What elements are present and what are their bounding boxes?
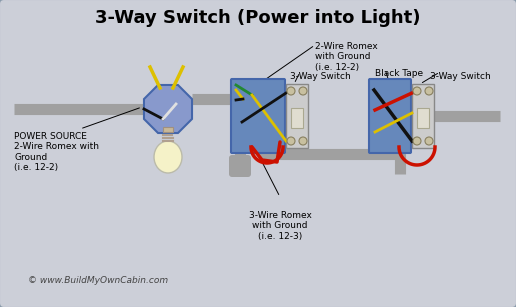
FancyBboxPatch shape bbox=[229, 155, 251, 177]
Polygon shape bbox=[144, 85, 192, 133]
Text: © www.BuildMyOwnCabin.com: © www.BuildMyOwnCabin.com bbox=[28, 276, 168, 285]
Circle shape bbox=[413, 137, 421, 145]
Text: Black Tape: Black Tape bbox=[375, 69, 423, 78]
FancyBboxPatch shape bbox=[231, 79, 285, 153]
Circle shape bbox=[287, 87, 295, 95]
Bar bbox=[286, 84, 308, 148]
Text: 3-Wire Romex
with Ground
(i.e. 12-3): 3-Wire Romex with Ground (i.e. 12-3) bbox=[249, 211, 312, 241]
Text: POWER SOURCE
2-Wire Romex with
Ground
(i.e. 12-2): POWER SOURCE 2-Wire Romex with Ground (i… bbox=[14, 132, 99, 172]
Bar bbox=[291, 108, 303, 128]
Bar bbox=[235, 91, 251, 107]
Circle shape bbox=[299, 87, 307, 95]
Bar bbox=[163, 127, 173, 132]
Text: 3-Way Switch: 3-Way Switch bbox=[290, 72, 351, 81]
FancyBboxPatch shape bbox=[369, 79, 411, 153]
Ellipse shape bbox=[154, 141, 182, 173]
Circle shape bbox=[413, 87, 421, 95]
Bar bbox=[417, 108, 429, 128]
Circle shape bbox=[299, 137, 307, 145]
Circle shape bbox=[425, 137, 433, 145]
Text: 3-Way Switch (Power into Light): 3-Way Switch (Power into Light) bbox=[95, 9, 421, 27]
Circle shape bbox=[287, 137, 295, 145]
Text: 3-Way Switch: 3-Way Switch bbox=[430, 72, 491, 81]
Bar bbox=[412, 84, 434, 148]
Text: 2-Wire Romex
with Ground
(i.e. 12-2): 2-Wire Romex with Ground (i.e. 12-2) bbox=[315, 42, 378, 72]
Circle shape bbox=[425, 87, 433, 95]
